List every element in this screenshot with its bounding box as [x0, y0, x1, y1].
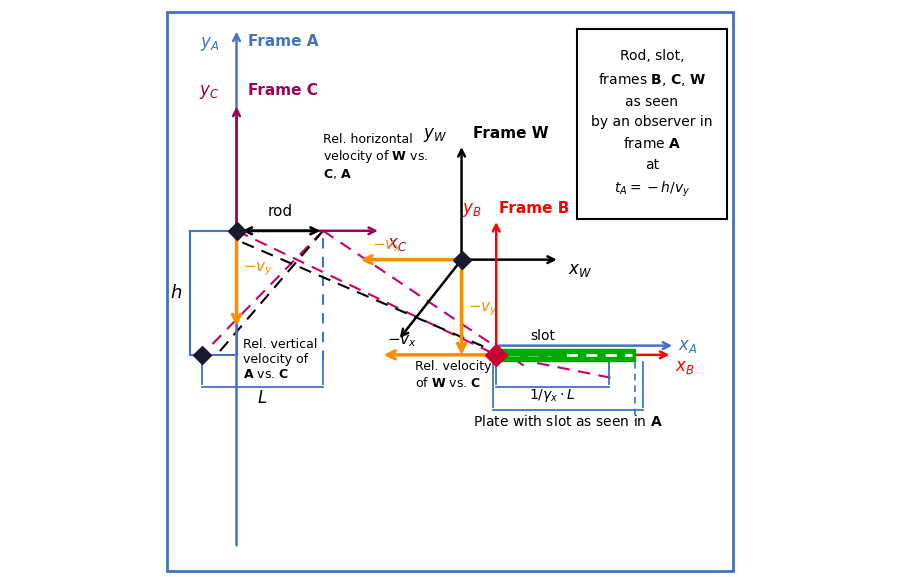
Bar [577, 29, 727, 219]
Text: $x_C$: $x_C$ [386, 235, 407, 253]
Text: $x_B$: $x_B$ [675, 358, 695, 376]
Text: $x_A$: $x_A$ [678, 336, 698, 355]
Text: Plate with slot as seen in $\mathbf{A}$: Plate with slot as seen in $\mathbf{A}$ [473, 414, 663, 429]
Text: $y_C$: $y_C$ [199, 83, 220, 101]
Text: Frame W: Frame W [473, 126, 549, 141]
Text: $h$: $h$ [170, 284, 182, 302]
Text: slot: slot [530, 329, 554, 343]
Text: Rel. horizontal
velocity of $\mathbf{W}$ vs.
$\mathbf{C}$, $\mathbf{A}$: Rel. horizontal velocity of $\mathbf{W}$… [323, 133, 428, 181]
Text: Frame B: Frame B [499, 201, 570, 216]
Text: Rel. vertical
velocity of
$\mathbf{A}$ vs. $\mathbf{C}$: Rel. vertical velocity of $\mathbf{A}$ v… [243, 338, 318, 381]
Text: Frame C: Frame C [248, 83, 318, 98]
Text: rod: rod [267, 204, 293, 219]
Text: Frame A: Frame A [248, 34, 319, 49]
Bar [496, 349, 634, 361]
Text: $- \mathit{v}_y$: $- \mathit{v}_y$ [469, 301, 499, 319]
Text: $- \mathit{v}_x$: $- \mathit{v}_x$ [386, 334, 417, 349]
Text: $- \mathit{v}_y$: $- \mathit{v}_y$ [243, 260, 274, 278]
Text: $x_W$: $x_W$ [568, 261, 592, 279]
Text: $y_B$: $y_B$ [463, 201, 482, 219]
Text: Rel. velocity
of $\mathbf{W}$ vs. $\mathbf{C}$: Rel. velocity of $\mathbf{W}$ vs. $\math… [416, 361, 492, 389]
Text: $y_W$: $y_W$ [423, 126, 447, 144]
Text: $1/\gamma_x \cdot L$: $1/\gamma_x \cdot L$ [529, 387, 576, 404]
Text: Rod, slot,
frames $\mathbf{B}$, $\mathbf{C}$, $\mathbf{W}$
as seen
by an observe: Rod, slot, frames $\mathbf{B}$, $\mathbf… [591, 49, 713, 199]
Text: $y_A$: $y_A$ [200, 35, 220, 53]
Text: $- \mathit{v}_x$: $- \mathit{v}_x$ [372, 238, 402, 254]
Text: $L$: $L$ [257, 389, 267, 407]
